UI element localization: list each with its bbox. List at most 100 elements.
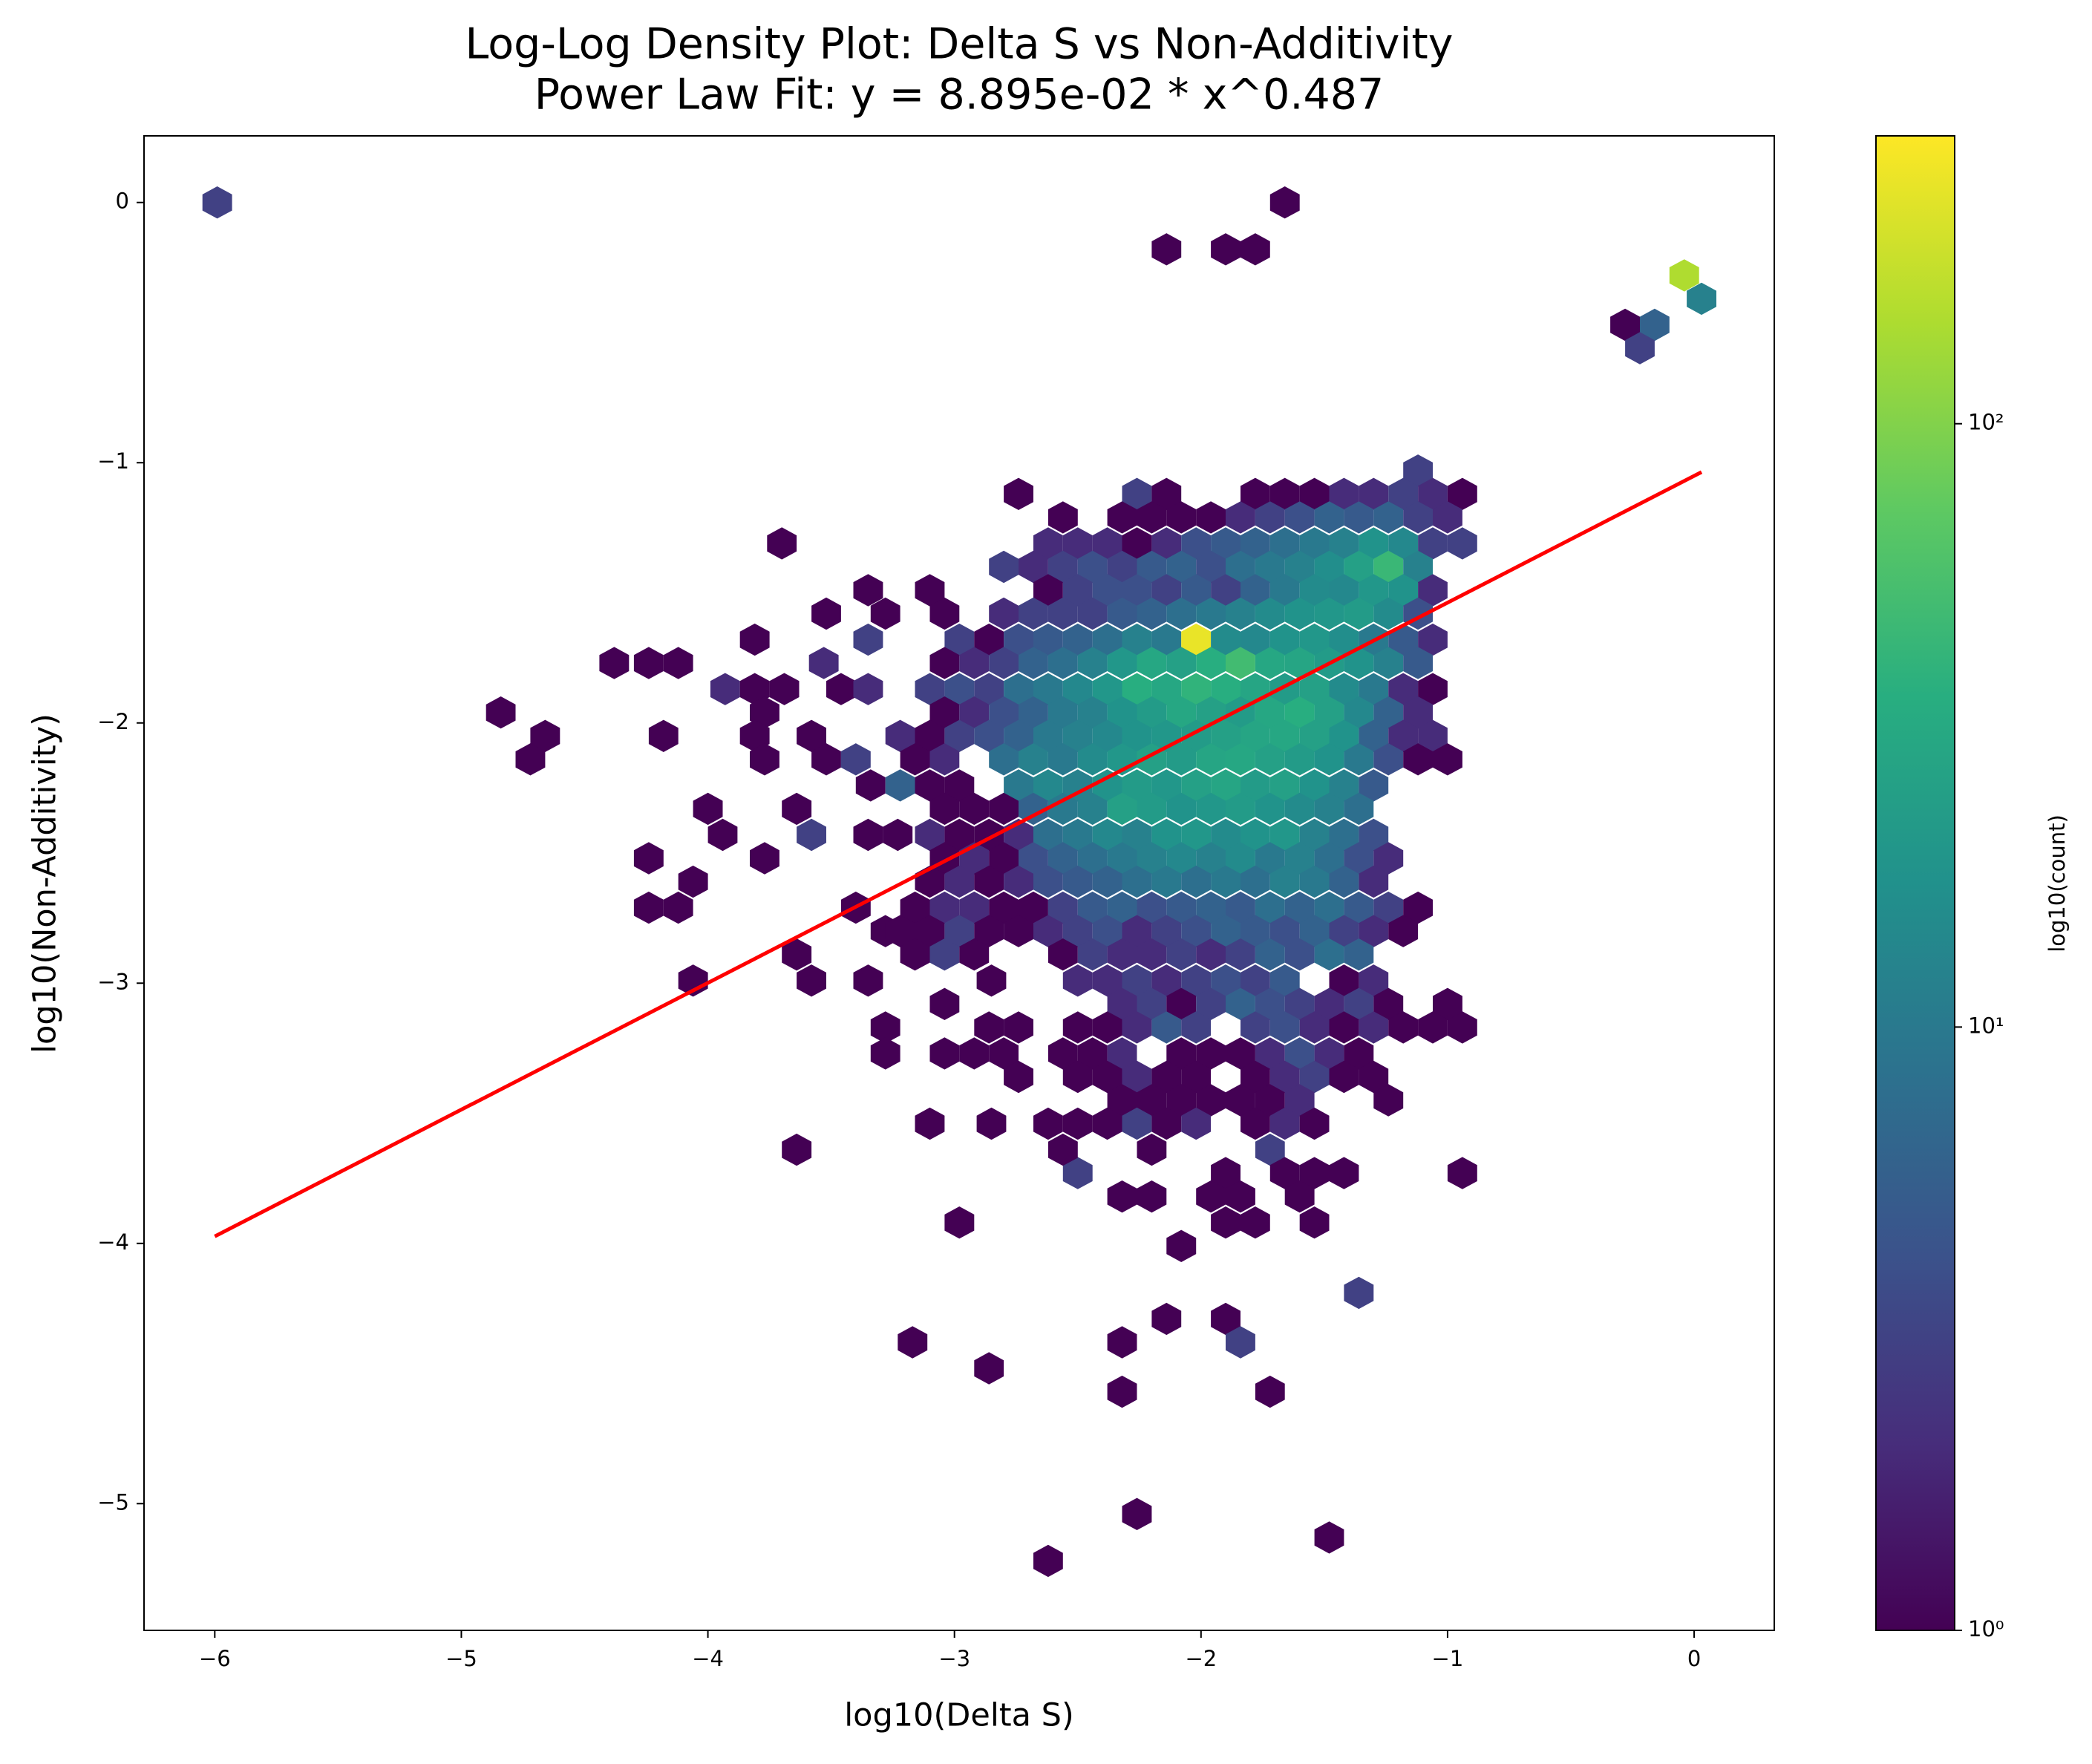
hex-bin xyxy=(1284,743,1315,776)
hex-bin xyxy=(1226,891,1255,924)
hex-bin xyxy=(1181,527,1212,560)
hex-bin xyxy=(1166,743,1197,776)
hex-bin xyxy=(976,1107,1007,1140)
hex-bin xyxy=(959,792,990,826)
hex-bin xyxy=(1033,769,1063,802)
hex-bin xyxy=(1107,597,1137,630)
hex-bin xyxy=(1373,842,1404,875)
hex-bin xyxy=(1077,792,1108,826)
hex-bin xyxy=(1359,719,1389,752)
hex-bin xyxy=(959,1037,990,1070)
hex-bin xyxy=(1062,769,1093,802)
hex-bin xyxy=(1255,647,1285,679)
hex-bin xyxy=(797,964,826,997)
hex-bin xyxy=(1226,743,1255,776)
x-tick-label: −6 xyxy=(199,1646,231,1671)
hex-bin xyxy=(1344,842,1374,875)
hex-bin xyxy=(1299,1157,1330,1189)
hex-bin xyxy=(1329,1157,1359,1189)
hex-bin xyxy=(1047,743,1078,776)
hex-bin xyxy=(1388,673,1419,705)
hex-bin xyxy=(633,647,664,679)
colorbar-tick-label: 10⁰ xyxy=(1968,1616,2004,1642)
hex-bin xyxy=(929,987,960,1020)
hex-bin xyxy=(1033,574,1063,607)
hex-bin xyxy=(853,673,883,705)
hex-bin xyxy=(989,550,1019,584)
hex-bin xyxy=(1004,1060,1033,1094)
hex-bin xyxy=(1388,1011,1419,1044)
hex-bin xyxy=(1122,623,1152,656)
hex-bin xyxy=(1403,743,1433,776)
hex-bin xyxy=(1359,964,1389,997)
fit-line xyxy=(214,470,1703,1238)
hex-bin xyxy=(1344,938,1374,971)
hex-bin xyxy=(1166,1084,1197,1117)
hex-bin xyxy=(1284,1037,1315,1070)
hex-bin xyxy=(769,673,800,705)
hex-bin xyxy=(1269,477,1300,510)
hex-bin xyxy=(929,1037,960,1070)
hex-bin xyxy=(974,865,1004,898)
hex-bin xyxy=(1433,987,1462,1020)
hex-bin xyxy=(599,647,630,679)
hex-bin xyxy=(1403,891,1433,924)
hex-bin xyxy=(1373,743,1404,776)
hex-bin xyxy=(1269,527,1300,560)
hex-bin xyxy=(870,1037,900,1070)
hex-bin xyxy=(1226,501,1255,534)
hex-bin xyxy=(1359,527,1389,560)
hex-bin xyxy=(1211,673,1241,705)
hex-bin xyxy=(929,792,960,826)
hex-bin xyxy=(1314,743,1344,776)
hex-bin xyxy=(1255,1133,1285,1166)
hex-bin xyxy=(1047,597,1078,630)
hex-bin xyxy=(1241,719,1270,752)
hex-bin xyxy=(1196,743,1226,776)
hex-bin xyxy=(1107,1037,1137,1070)
hex-bin xyxy=(1004,865,1033,898)
hex-bin xyxy=(900,891,930,924)
hex-bin xyxy=(1181,574,1212,607)
hex-bin xyxy=(1640,308,1670,342)
hex-bin xyxy=(1062,1107,1093,1140)
hex-bin xyxy=(1226,550,1255,584)
hex-bin xyxy=(1241,915,1270,947)
hex-bin xyxy=(1226,987,1255,1020)
hex-bin xyxy=(1314,792,1344,826)
hex-bin xyxy=(1004,769,1033,802)
hex-bin xyxy=(1092,673,1122,705)
hex-bin xyxy=(1107,501,1137,534)
x-tick-label: −3 xyxy=(938,1646,970,1671)
hex-bin xyxy=(1004,673,1033,705)
hex-bin xyxy=(633,842,664,875)
hex-bin xyxy=(1047,891,1078,924)
hex-bin xyxy=(1373,597,1404,630)
hex-bin xyxy=(1166,550,1197,584)
hex-bin xyxy=(1166,891,1197,924)
hex-bin xyxy=(1241,574,1270,607)
hex-bin xyxy=(1211,865,1241,898)
hex-bin xyxy=(1151,818,1182,852)
hex-bin xyxy=(1151,233,1182,266)
hex-bin xyxy=(1418,673,1448,705)
y-tick-label: −3 xyxy=(97,969,129,994)
hex-bin xyxy=(1092,1107,1122,1140)
hex-bin xyxy=(1151,1302,1182,1336)
hex-bin xyxy=(1344,597,1374,630)
hex-bin xyxy=(808,647,839,679)
hex-bin xyxy=(1329,769,1359,802)
hex-bin xyxy=(1092,915,1122,947)
hex-bin xyxy=(976,964,1007,997)
hex-bin xyxy=(782,938,812,971)
hex-bin xyxy=(1255,987,1285,1020)
hex-bin xyxy=(750,842,779,875)
hex-bin xyxy=(1418,527,1448,560)
hex-bin xyxy=(1284,696,1315,729)
chart-title: Log-Log Density Plot: Delta S vs Non-Add… xyxy=(465,20,1454,69)
hex-bin xyxy=(1151,673,1182,705)
hex-bin xyxy=(1181,915,1212,947)
hex-bin xyxy=(1359,574,1389,607)
hex-bin xyxy=(1255,1084,1285,1117)
